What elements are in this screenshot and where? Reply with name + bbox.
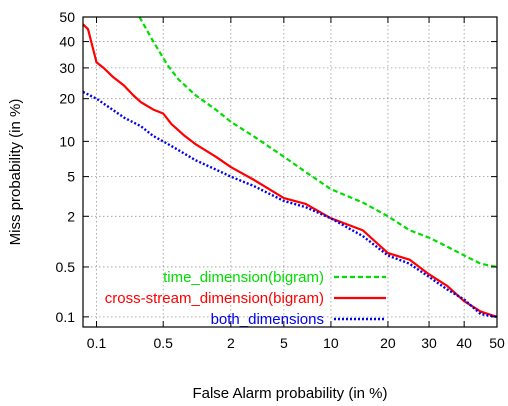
legend-label: both_dimensions — [211, 311, 324, 328]
x-axis-label: False Alarm probability (in %) — [192, 385, 387, 402]
y-tick-label: 40 — [59, 34, 75, 50]
y-tick-label: 0.5 — [56, 259, 76, 275]
y-axis-label: Miss probability (in %) — [7, 99, 24, 246]
series-lines — [82, 16, 498, 319]
y-tick-label: 0.1 — [56, 309, 76, 325]
x-tick-label: 50 — [489, 335, 505, 351]
tick-labels: 0.1 0.5 2 5 10 20 30 40 50 0.1 0.5 2 5 10 20 30 40 50 — [56, 9, 505, 351]
x-tick-label: 2 — [227, 335, 235, 351]
legend-label: cross-stream_dimension(bigram) — [105, 290, 324, 307]
legend: time_dimension(bigram) cross-stream_dimen… — [105, 269, 386, 328]
series-line-cross-stream-dimension-bigram- — [82, 23, 498, 318]
y-tick-label: 30 — [59, 60, 75, 76]
series-line-both-dimensions — [82, 90, 498, 319]
x-tick-label: 10 — [323, 335, 339, 351]
x-tick-label: 0.5 — [153, 335, 173, 351]
y-tick-label: 2 — [67, 208, 75, 224]
x-tick-label: 5 — [280, 335, 288, 351]
x-tick-label: 20 — [380, 335, 396, 351]
y-tick-label: 10 — [59, 133, 75, 149]
legend-label: time_dimension(bigram) — [163, 269, 324, 286]
plot-frame — [82, 16, 498, 328]
y-tick-label: 5 — [67, 169, 75, 185]
y-tick-label: 20 — [59, 91, 75, 107]
x-tick-label: 30 — [421, 335, 437, 351]
grid-lines — [83, 17, 497, 327]
x-tick-label: 0.1 — [87, 335, 107, 351]
y-tick-label: 50 — [59, 9, 75, 25]
x-tick-label: 40 — [456, 335, 472, 351]
series-line-time-dimension-bigram- — [138, 16, 498, 269]
